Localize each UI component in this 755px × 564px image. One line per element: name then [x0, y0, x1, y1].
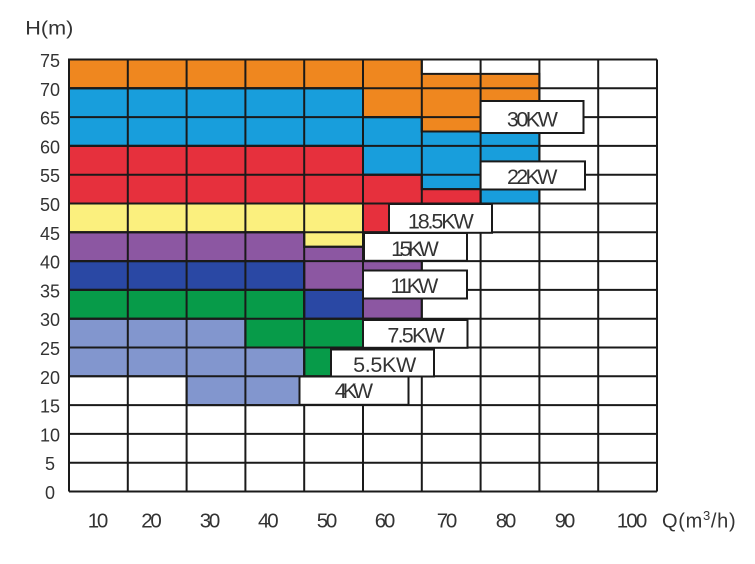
svg-text:100: 100	[617, 510, 648, 533]
svg-text:80: 80	[496, 510, 517, 533]
svg-text:30KW: 30KW	[507, 108, 559, 132]
svg-text:15KW: 15KW	[391, 237, 439, 261]
svg-text:18.5KW: 18.5KW	[408, 209, 475, 233]
svg-text:10: 10	[88, 510, 109, 533]
svg-text:45: 45	[40, 224, 60, 244]
svg-text:75: 75	[40, 51, 60, 71]
svg-text:20: 20	[141, 510, 162, 533]
svg-text:7.5KW: 7.5KW	[387, 324, 445, 348]
svg-text:60: 60	[375, 510, 396, 533]
svg-text:15: 15	[40, 397, 60, 417]
svg-text:0: 0	[45, 483, 55, 503]
svg-text:35: 35	[40, 281, 60, 301]
svg-text:30: 30	[200, 510, 221, 533]
svg-text:70: 70	[40, 80, 60, 100]
svg-text:5.5KW: 5.5KW	[353, 353, 417, 377]
svg-text:10: 10	[40, 425, 60, 445]
svg-text:5: 5	[45, 454, 55, 474]
svg-text:90: 90	[555, 510, 576, 533]
svg-text:25: 25	[40, 339, 60, 359]
svg-text:40: 40	[40, 253, 60, 273]
svg-text:50: 50	[40, 195, 60, 215]
svg-text:Q(m3/h): Q(m3/h)	[662, 508, 736, 533]
svg-text:H(m): H(m)	[25, 18, 73, 40]
svg-text:20: 20	[40, 368, 60, 388]
svg-text:11KW: 11KW	[391, 274, 439, 298]
svg-text:65: 65	[40, 109, 60, 129]
svg-text:22KW: 22KW	[507, 165, 558, 189]
svg-text:50: 50	[317, 510, 338, 533]
svg-text:40: 40	[258, 510, 279, 533]
svg-text:30: 30	[40, 310, 60, 330]
svg-text:55: 55	[40, 166, 60, 186]
svg-text:70: 70	[437, 510, 458, 533]
svg-text:4KW: 4KW	[335, 379, 374, 403]
svg-text:60: 60	[40, 137, 60, 157]
